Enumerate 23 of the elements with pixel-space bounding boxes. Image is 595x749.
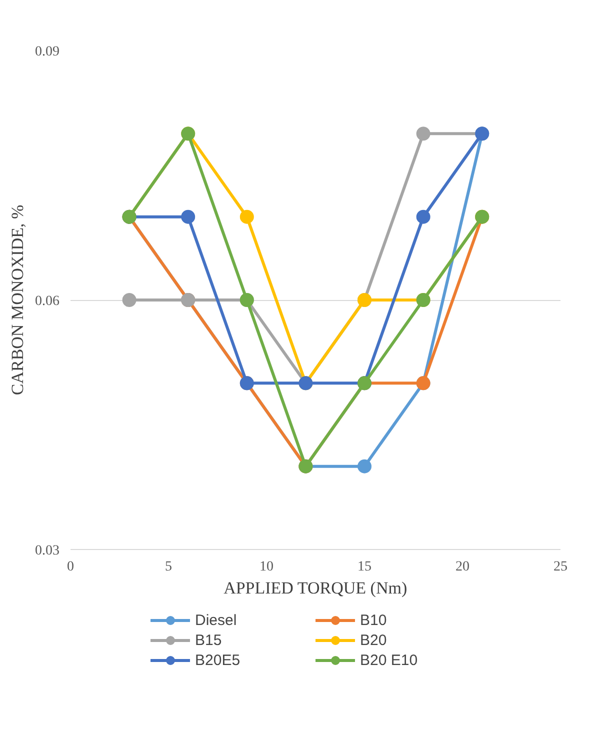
legend-label: B15: [195, 632, 223, 648]
point: [181, 210, 196, 224]
legend-label: Diesel: [195, 612, 238, 628]
point: [416, 210, 430, 224]
x-axis-title: APPLIED TORQUE (Nm): [224, 578, 408, 598]
x-tick-label: 10: [260, 560, 274, 574]
legend-label: B20 E10: [360, 652, 419, 668]
x-tick-label: 25: [554, 560, 568, 574]
legend-label: B10: [360, 612, 388, 628]
y-axis-title: CARBON MONOXIDE, %: [8, 204, 27, 396]
point: [240, 210, 254, 224]
legend-label: B20: [360, 632, 388, 648]
y-tick-label: 0.03: [35, 544, 60, 558]
point: [358, 459, 372, 474]
y-tick-label: 0.09: [35, 44, 60, 60]
x-tick-label: 15: [358, 560, 372, 574]
legend-label: B20E5: [195, 652, 242, 668]
x-tick-label: 20: [456, 560, 470, 574]
x-tick-label: 5: [165, 560, 172, 574]
point: [416, 126, 430, 141]
point: [122, 293, 136, 307]
x-tick-label: 0: [67, 560, 74, 574]
y-tick-label: 0.06: [35, 294, 60, 309]
